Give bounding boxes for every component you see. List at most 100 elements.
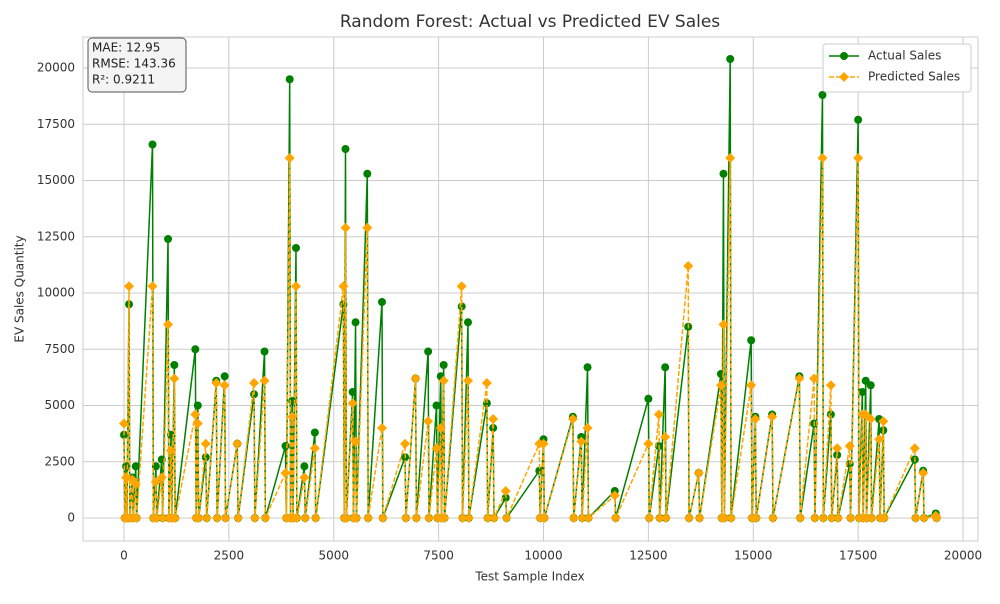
- marker: [400, 513, 411, 524]
- marker: [220, 513, 231, 524]
- marker: [260, 513, 271, 524]
- marker: [249, 378, 260, 389]
- marker: [147, 281, 158, 292]
- marker: [879, 513, 890, 524]
- marker: [170, 513, 181, 524]
- marker: [170, 361, 179, 370]
- metrics-text: RMSE: 143.36: [92, 57, 176, 71]
- marker: [719, 169, 728, 178]
- marker: [165, 445, 176, 456]
- series-line: [123, 157, 938, 520]
- marker: [284, 153, 295, 164]
- x-tick-label: 20000: [944, 549, 982, 563]
- marker: [818, 513, 829, 524]
- marker: [439, 513, 450, 524]
- marker: [725, 153, 736, 164]
- marker: [818, 91, 827, 100]
- marker: [715, 380, 726, 391]
- marker: [156, 472, 167, 483]
- marker: [865, 414, 876, 425]
- marker: [747, 336, 756, 345]
- marker: [423, 513, 434, 524]
- marker: [341, 145, 350, 154]
- marker: [795, 513, 806, 524]
- marker: [750, 414, 761, 425]
- marker: [435, 423, 446, 434]
- y-tick-label: 20000: [37, 61, 75, 75]
- marker: [300, 462, 309, 471]
- marker: [233, 513, 244, 524]
- x-tick-label: 17500: [839, 549, 877, 563]
- marker: [191, 345, 200, 354]
- metrics-text: MAE: 12.95: [92, 41, 160, 55]
- marker: [854, 115, 863, 124]
- marker: [363, 169, 372, 178]
- marker: [767, 513, 778, 524]
- legend-box: [822, 43, 972, 93]
- marker: [919, 513, 930, 524]
- marker: [719, 513, 730, 524]
- marker: [826, 513, 837, 524]
- marker: [463, 318, 472, 327]
- marker: [463, 513, 474, 524]
- marker: [362, 222, 373, 233]
- marker: [377, 298, 386, 307]
- legend-marker: [840, 52, 848, 60]
- marker: [130, 479, 141, 490]
- plot-frame: [82, 36, 979, 542]
- marker: [260, 347, 269, 356]
- marker: [164, 235, 173, 244]
- marker: [874, 434, 885, 445]
- marker: [684, 513, 695, 524]
- x-axis-label: Test Sample Index: [474, 570, 584, 584]
- marker: [310, 513, 321, 524]
- marker: [169, 373, 180, 384]
- marker: [644, 394, 653, 403]
- marker: [232, 438, 243, 449]
- marker: [212, 513, 223, 524]
- y-tick-label: 12500: [37, 229, 75, 243]
- marker: [376, 423, 387, 434]
- marker: [539, 513, 550, 524]
- marker: [219, 380, 230, 391]
- marker: [866, 381, 875, 390]
- marker: [609, 490, 620, 501]
- marker: [583, 513, 594, 524]
- marker: [287, 411, 298, 422]
- marker: [310, 428, 319, 437]
- marker: [192, 418, 203, 429]
- x-tick-label: 15000: [734, 549, 772, 563]
- marker: [500, 486, 511, 497]
- marker: [726, 513, 737, 524]
- marker: [817, 153, 828, 164]
- marker: [861, 513, 872, 524]
- marker: [653, 409, 664, 420]
- marker: [350, 436, 361, 447]
- x-tick-label: 2500: [214, 549, 245, 563]
- marker: [610, 513, 621, 524]
- marker: [351, 513, 362, 524]
- marker: [150, 477, 161, 488]
- marker: [726, 55, 735, 64]
- y-tick-label: 10000: [37, 286, 75, 300]
- marker: [909, 443, 920, 454]
- marker: [363, 513, 374, 524]
- marker: [693, 468, 704, 479]
- y-tick-label: 7500: [44, 342, 75, 356]
- chart-title: Random Forest: Actual vs Predicted EV Sa…: [340, 12, 720, 32]
- marker: [538, 438, 549, 449]
- metrics-box: [87, 37, 187, 93]
- marker: [400, 438, 411, 449]
- x-tick-label: 0: [120, 549, 128, 563]
- marker: [151, 513, 162, 524]
- y-tick-label: 5000: [44, 398, 75, 412]
- marker: [341, 513, 352, 524]
- marker: [918, 468, 929, 479]
- marker: [291, 513, 302, 524]
- marker: [163, 319, 174, 330]
- marker: [348, 388, 357, 397]
- marker: [825, 380, 836, 391]
- marker: [694, 513, 705, 524]
- marker: [457, 513, 468, 524]
- marker: [351, 318, 360, 327]
